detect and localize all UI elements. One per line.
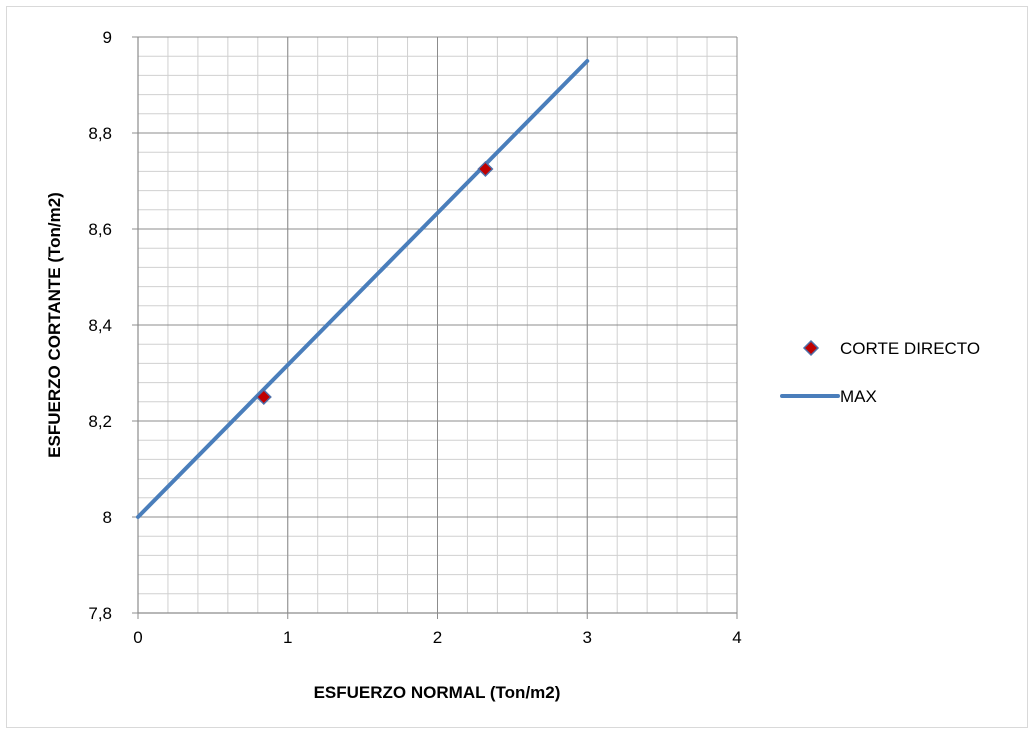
x-axis-title: ESFUERZO NORMAL (Ton/m2) xyxy=(314,683,561,702)
legend-item-corte-directo: CORTE DIRECTO xyxy=(802,339,980,358)
y-tick-label: 8,4 xyxy=(88,316,112,335)
tick-labels: 0 1 2 3 4 7,8 8 8,2 8,4 8,6 8,8 9 xyxy=(88,28,741,647)
y-tick-label: 8,2 xyxy=(88,412,112,431)
y-tick-label: 9 xyxy=(103,28,112,47)
y-tick-label: 8,6 xyxy=(88,220,112,239)
series-line-max xyxy=(136,59,590,519)
chart-frame xyxy=(6,6,1028,728)
axes xyxy=(132,36,738,619)
legend-marker-corte-directo xyxy=(802,339,820,357)
y-tick-label: 8 xyxy=(103,508,112,527)
x-tick-label: 1 xyxy=(283,628,292,647)
x-tick-label: 0 xyxy=(133,628,142,647)
series-layer xyxy=(136,59,590,519)
data-point-corte-directo xyxy=(477,160,494,178)
y-tick-label: 8,8 xyxy=(88,124,112,143)
major-gridlines xyxy=(137,36,738,614)
x-tick-label: 3 xyxy=(583,628,592,647)
legend-label-corte-directo: CORTE DIRECTO xyxy=(840,339,980,358)
legend-label-max: MAX xyxy=(840,387,877,406)
x-tick-label: 2 xyxy=(433,628,442,647)
x-tick-label: 4 xyxy=(732,628,741,647)
data-point-corte-directo xyxy=(255,388,272,406)
y-axis-title: ESFUERZO CORTANTE (Ton/m2) xyxy=(45,192,64,458)
legend: CORTE DIRECTO MAX xyxy=(780,339,980,406)
legend-item-max: MAX xyxy=(780,387,877,406)
y-tick-label: 7,8 xyxy=(88,604,112,623)
